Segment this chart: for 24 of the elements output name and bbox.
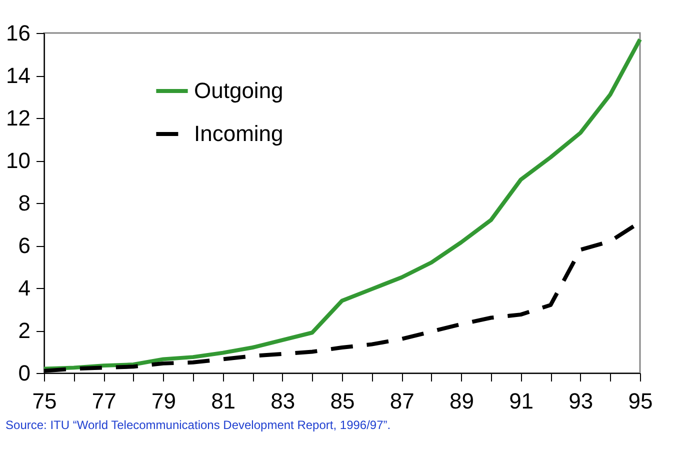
y-tick-label: 0 (18, 360, 30, 386)
y-tick-label: 16 (6, 20, 30, 46)
x-tick-label: 89 (449, 388, 474, 414)
y-tick-label: 8 (18, 190, 30, 216)
x-tick-label: 91 (509, 388, 534, 414)
y-tick-label: 14 (6, 63, 30, 88)
x-tick-label: 93 (568, 388, 594, 414)
x-tick-label: 81 (211, 388, 236, 414)
x-tick-label: 87 (390, 388, 414, 414)
x-tick-label: 85 (330, 388, 355, 414)
y-tick-label: 10 (6, 148, 30, 173)
legend-label: Outgoing (194, 78, 284, 103)
x-tick-label: 77 (92, 388, 116, 414)
y-tick-label: 6 (18, 233, 30, 258)
legend-label: Incoming (194, 121, 284, 146)
line-series (42, 37, 642, 371)
x-tick-label: 95 (628, 388, 653, 414)
x-tick-label: 75 (32, 388, 57, 414)
x-tick-label: 83 (270, 388, 296, 414)
y-tick-label: 4 (18, 276, 30, 300)
source-note: Source: ITU “World Telecommunications Development Report, 1996/97”. (6, 418, 391, 432)
x-tick-label: 79 (151, 388, 176, 414)
y-tick-label: 12 (6, 106, 30, 130)
y-tick-label: 2 (18, 318, 30, 343)
